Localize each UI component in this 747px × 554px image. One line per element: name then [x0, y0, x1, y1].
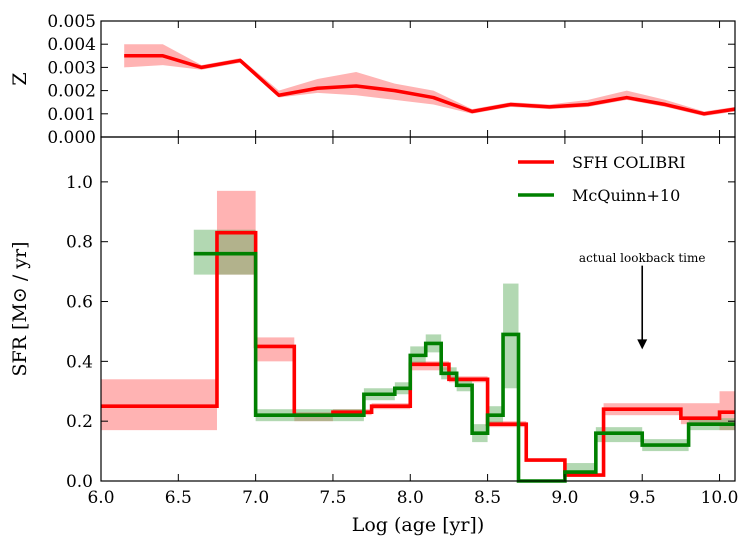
y-tick-label: 0.005	[47, 12, 96, 32]
metallicity-uncertainty-bands	[124, 44, 735, 117]
y-tick-label: 0.004	[47, 35, 96, 55]
lookback-arrow-head	[637, 339, 648, 350]
y-tick-label: 0.001	[47, 105, 96, 125]
x-tick-label: 7.0	[242, 488, 269, 508]
metallicity-panel: 0.000 0.001 0.002 0.003 0.004 0.005 Z	[9, 12, 736, 148]
metallicity-y-ticks: 0.000 0.001 0.002 0.003 0.004 0.005	[47, 12, 735, 148]
y-tick-label: 0.2	[66, 412, 93, 432]
y-tick-label: 0.0	[66, 472, 93, 492]
metallicity-y-axis-label: Z	[9, 72, 31, 85]
sfr-panel-frame	[100, 136, 736, 482]
x-tick-label: 6.0	[87, 488, 114, 508]
y-tick-label: 0.000	[47, 128, 96, 148]
sfr-y-axis-label: SFR [M⊙ / yr]	[9, 241, 31, 376]
y-tick-label: 0.8	[66, 233, 93, 253]
x-tick-label: 9.0	[551, 488, 578, 508]
mcquinn-band	[564, 463, 596, 476]
mcquinn-step-line	[193, 251, 735, 483]
x-tick-label: 8.0	[397, 488, 424, 508]
sfh-colibri-band	[255, 337, 295, 362]
lookback-annotation: actual lookback time	[579, 251, 706, 350]
x-tick-label: 9.5	[629, 488, 656, 508]
metallicity-lines	[124, 54, 736, 116]
sfr-y-ticks: 0.0 0.2 0.4 0.6 0.8 1.0	[66, 173, 735, 492]
metallicity-x-ticks	[100, 21, 721, 137]
x-tick-label: 10.0	[701, 488, 739, 508]
x-axis-label: Log (age [yr])	[352, 514, 485, 536]
sfr-step-lines	[101, 230, 735, 483]
metallicity-panel-frame	[100, 20, 736, 138]
y-tick-label: 0.002	[47, 82, 96, 102]
metallicity-band	[124, 44, 735, 117]
legend: SFH COLIBRI McQuinn+10	[518, 153, 686, 205]
y-tick-label: 0.6	[66, 293, 93, 313]
legend-label-sfh-colibri: SFH COLIBRI	[572, 153, 686, 172]
sfr-x-ticks: 6.0 6.5 7.0 7.5 8.0 8.5 9.0 9.5 10.0	[87, 137, 738, 508]
legend-label-mcquinn: McQuinn+10	[572, 186, 680, 205]
y-tick-label: 1.0	[66, 173, 93, 193]
x-tick-label: 7.5	[319, 488, 346, 508]
lookback-annotation-text: actual lookback time	[579, 251, 706, 265]
y-tick-label: 0.003	[47, 58, 96, 78]
y-tick-label: 0.4	[66, 352, 93, 372]
sfr-panel: 0.0 0.2 0.4 0.6 0.8 1.0 6.0 6.5 7.0 7.5 8.0 8.5 9.0…	[9, 136, 738, 536]
metallicity-line	[124, 54, 736, 116]
x-tick-label: 8.5	[474, 488, 501, 508]
x-tick-label: 6.5	[165, 488, 192, 508]
